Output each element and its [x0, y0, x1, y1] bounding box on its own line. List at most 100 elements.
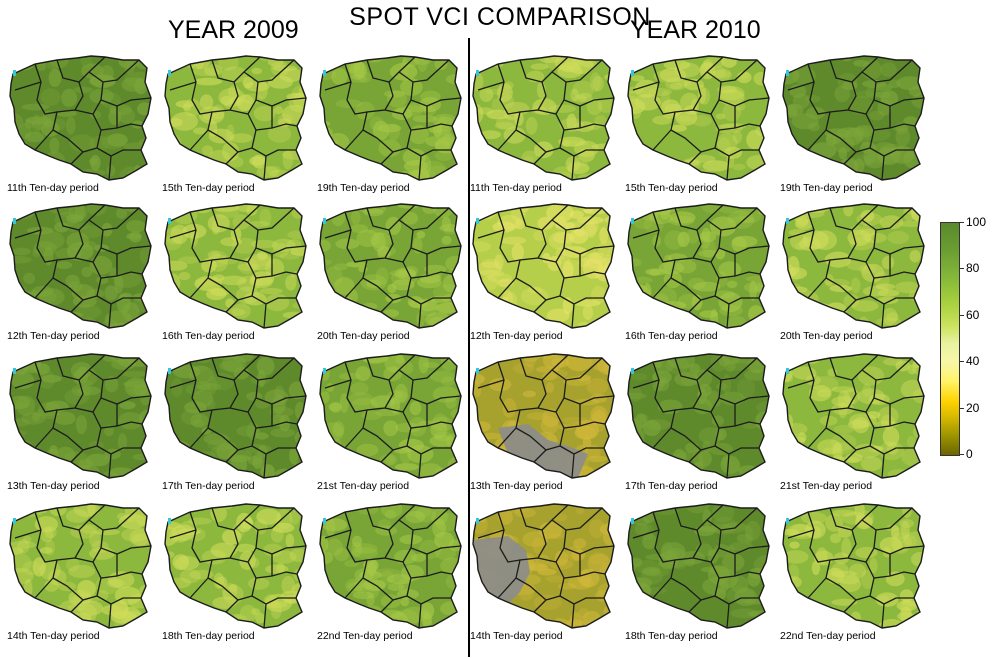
province-border	[515, 577, 547, 601]
province-border	[670, 277, 702, 301]
poland-vci-map	[472, 55, 615, 181]
country-outline	[782, 503, 925, 629]
lagoon-marker	[323, 218, 326, 224]
province-border	[787, 379, 815, 389]
province-border	[207, 577, 239, 601]
country-outline	[319, 55, 462, 181]
country-outline	[627, 503, 770, 629]
province-border	[169, 229, 197, 239]
province-border	[207, 129, 239, 153]
province-border	[251, 595, 296, 605]
panel-caption: 12th Ten-day period	[7, 330, 100, 342]
province-border	[52, 277, 84, 301]
vci-map-panel: 12th Ten-day period	[468, 200, 618, 358]
province-border	[189, 81, 239, 151]
province-border	[189, 211, 213, 263]
poland-vci-map	[627, 55, 770, 181]
panel-caption: 21st Ten-day period	[780, 480, 873, 492]
province-border	[243, 59, 295, 83]
province-border	[380, 129, 412, 165]
province-border	[406, 295, 451, 305]
province-border	[169, 81, 197, 91]
province-border	[380, 427, 412, 463]
province-border	[571, 603, 575, 629]
province-border	[225, 277, 257, 313]
province-border	[251, 147, 296, 157]
panel-caption: 20th Ten-day period	[780, 330, 873, 342]
poland-vci-map	[472, 353, 615, 479]
province-border	[477, 379, 505, 389]
province-border	[88, 357, 140, 381]
poland-vci-map	[472, 203, 615, 329]
province-border	[807, 63, 831, 115]
lagoon-marker	[323, 70, 326, 76]
panel-caption: 17th Ten-day period	[162, 480, 255, 492]
province-border	[497, 379, 547, 449]
province-border	[398, 59, 450, 83]
country-outline	[472, 503, 615, 629]
province-border	[807, 379, 857, 449]
vci-map-panel: 16th Ten-day period	[160, 200, 310, 358]
poland-vci-map	[9, 203, 152, 329]
province-border	[243, 357, 295, 381]
province-border	[70, 129, 102, 165]
country-outline	[9, 503, 152, 629]
province-border	[225, 577, 257, 613]
province-border	[243, 207, 295, 231]
panel-caption: 19th Ten-day period	[317, 182, 410, 194]
lagoon-marker	[786, 218, 789, 224]
province-border	[251, 295, 296, 305]
province-border	[108, 603, 112, 629]
province-border	[418, 603, 422, 629]
lagoon-marker	[168, 218, 171, 224]
vci-map-panel: 14th Ten-day period	[468, 500, 618, 658]
province-border	[398, 357, 450, 381]
province-border	[632, 379, 660, 389]
poland-vci-map	[782, 353, 925, 479]
province-border	[787, 81, 815, 91]
vci-map-panel: 19th Ten-day period	[778, 52, 928, 210]
lagoon-marker	[631, 518, 634, 524]
vci-texture	[320, 354, 461, 478]
province-border	[497, 529, 547, 599]
country-outline	[472, 203, 615, 329]
province-border	[34, 361, 58, 413]
province-border	[559, 595, 604, 605]
vci-map-panel: 15th Ten-day period	[160, 52, 310, 210]
country-fill	[320, 204, 461, 328]
province-border	[497, 361, 521, 413]
province-border	[861, 59, 913, 83]
lagoon-marker	[631, 368, 634, 374]
province-border	[726, 453, 730, 479]
poland-vci-map	[9, 55, 152, 181]
panel-caption: 11th Ten-day period	[470, 182, 562, 194]
poland-vci-map	[472, 503, 615, 629]
vci-map-panel: 22nd Ten-day period	[315, 500, 465, 658]
province-border	[406, 147, 451, 157]
province-border	[380, 277, 412, 313]
lagoon-marker	[168, 368, 171, 374]
province-border	[189, 511, 213, 563]
province-border	[861, 507, 913, 531]
province-border	[825, 577, 857, 601]
province-border	[807, 511, 831, 563]
panel-caption: 14th Ten-day period	[7, 630, 100, 642]
province-border	[225, 129, 257, 165]
province-border	[869, 147, 914, 157]
province-border	[263, 155, 267, 181]
lagoon-marker	[13, 368, 16, 374]
province-border	[688, 129, 720, 165]
legend-tick	[959, 314, 964, 316]
province-border	[825, 277, 857, 301]
country-outline	[627, 203, 770, 329]
poland-vci-map	[627, 203, 770, 329]
country-outline	[9, 353, 152, 479]
lagoon-marker	[786, 368, 789, 374]
panel-caption: 22nd Ten-day period	[780, 630, 876, 642]
country-fill	[165, 56, 306, 180]
poland-vci-map	[9, 353, 152, 479]
province-border	[418, 453, 422, 479]
panel-caption: 13th Ten-day period	[470, 480, 563, 492]
page-title: SPOT VCI COMPARISON	[349, 3, 651, 31]
